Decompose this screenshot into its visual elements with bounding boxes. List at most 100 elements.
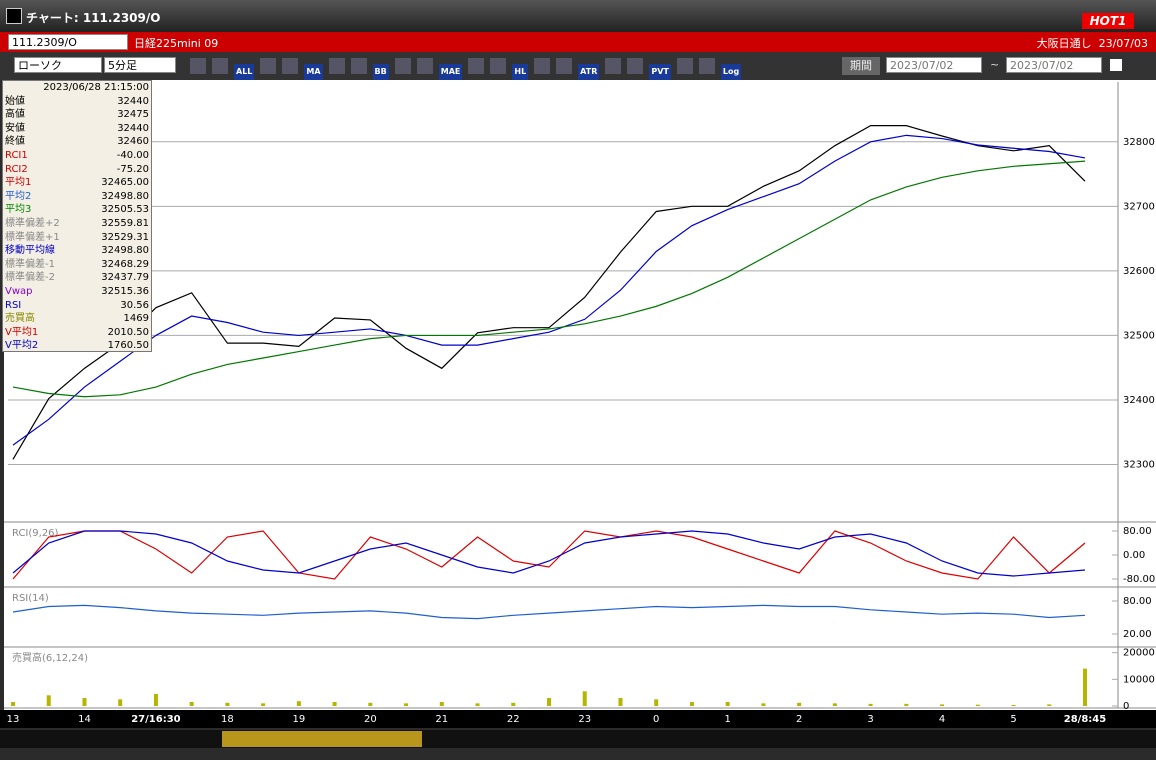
y-tick-label: 80.00 [1123, 596, 1152, 607]
volume-bar [475, 703, 480, 706]
info-value: 32498.80 [101, 190, 149, 202]
y-tick-label: -80.00 [1123, 574, 1155, 585]
chart-type-select[interactable]: ローソク [14, 57, 102, 73]
info-value: 32465.00 [101, 177, 149, 189]
volume-bar [511, 702, 516, 706]
volume-bar [118, 699, 123, 706]
icon-button[interactable] [394, 58, 411, 74]
icon-button[interactable] [328, 58, 345, 74]
icon-button[interactable] [212, 58, 228, 74]
tool-button[interactable]: HL [512, 64, 529, 80]
y-tick-label: 80.00 [1123, 526, 1152, 537]
volume-bar [439, 702, 444, 706]
icon-button[interactable] [534, 58, 551, 74]
checkbox[interactable] [1110, 59, 1122, 71]
info-value: 1760.50 [107, 340, 149, 352]
icon-button[interactable] [350, 58, 367, 74]
x-tick-label: 28/8:45 [1064, 714, 1106, 725]
info-label: 始値 [5, 95, 25, 107]
y-tick-label: 20000 [1123, 648, 1155, 659]
volume-bar [46, 695, 51, 706]
x-axis-strip [0, 710, 1156, 728]
info-label: 平均1 [5, 177, 32, 189]
to-date[interactable]: 2023/07/02 [1006, 57, 1102, 73]
session-info: 大阪日通し 23/07/03 [1036, 37, 1148, 50]
info-label: 安値 [5, 122, 25, 134]
y-tick-label: 20.00 [1123, 629, 1152, 640]
volume-bar [725, 702, 730, 706]
x-tick-label: 22 [507, 714, 520, 725]
x-tick-label: 14 [78, 714, 91, 725]
volume-bar [797, 702, 802, 706]
icon-button[interactable] [190, 58, 206, 74]
icon-button[interactable] [698, 58, 715, 74]
volume-bar [761, 703, 766, 706]
x-tick-label: 5 [1010, 714, 1016, 725]
icon-button[interactable] [416, 58, 433, 74]
info-label: 移動平均線 [5, 245, 55, 257]
volume-bar [582, 691, 587, 706]
y-tick-label: 0 [1123, 701, 1129, 712]
interval-select[interactable]: 5分足 [104, 57, 176, 73]
hot-badge[interactable]: HOT1 [1082, 13, 1134, 29]
tool-button[interactable]: BB [372, 64, 389, 80]
series-line [12, 134, 1086, 446]
info-row: 平均2 32498.80 [5, 190, 149, 204]
volume-bar [940, 704, 945, 706]
info-row: 標準偏差-1 32468.29 [5, 258, 149, 272]
info-row: 平均3 32505.53 [5, 203, 149, 217]
scroll-thumb[interactable] [222, 731, 422, 747]
volume-bar [189, 702, 194, 706]
series-line [12, 604, 1086, 620]
info-label: 標準偏差+1 [5, 231, 60, 243]
info-row: 始値 32440 [5, 95, 149, 109]
tool-button[interactable]: MA [304, 64, 323, 80]
volume-bar [618, 698, 623, 706]
info-row: 標準偏差-2 32437.79 [5, 271, 149, 285]
y-tick-label: 10000 [1123, 674, 1155, 685]
volume-bar [225, 702, 230, 706]
icon-button[interactable] [490, 58, 507, 74]
info-row: 標準偏差+1 32529.31 [5, 231, 149, 245]
tool-button[interactable]: Log [720, 64, 742, 80]
volume-bar [404, 703, 409, 706]
from-date[interactable]: 2023/07/02 [886, 57, 982, 73]
tool-button[interactable]: PVT [649, 64, 671, 80]
info-label: 標準偏差-1 [5, 258, 55, 270]
x-tick-label: 20 [364, 714, 377, 725]
y-tick-label: 32700 [1123, 201, 1155, 212]
info-timestamp: 2023/06/28 21:15:00 [43, 82, 149, 93]
icon-button[interactable] [556, 58, 573, 74]
volume-bar [904, 703, 909, 706]
icon-button[interactable] [468, 58, 485, 74]
tool-button[interactable]: ALL [234, 64, 255, 80]
tool-button[interactable]: ATR [578, 64, 600, 80]
icon-button[interactable] [605, 58, 622, 74]
x-tick-label: 23 [578, 714, 591, 725]
volume-bar [868, 703, 873, 706]
scrollbar[interactable] [0, 730, 1156, 748]
tool-button[interactable]: MAE [438, 64, 463, 80]
info-label: 平均3 [5, 204, 32, 216]
x-tick-label: 13 [7, 714, 20, 725]
info-label: RCI1 [5, 149, 28, 161]
icon-button[interactable] [260, 58, 277, 74]
info-label: 終値 [5, 136, 25, 148]
series-line [12, 160, 1086, 398]
symbol-input[interactable]: 111.2309/O [8, 34, 128, 50]
x-tick-label: 3 [867, 714, 873, 725]
volume-bar [82, 698, 87, 706]
panel-title: RSI(14) [12, 593, 49, 604]
volume-bar [689, 702, 694, 706]
volume-bar [11, 702, 15, 706]
icon-button[interactable] [282, 58, 299, 74]
instrument-name: 日経225mini 09 [134, 37, 219, 50]
series-line [12, 530, 1086, 577]
info-row: RCI2 -75.20 [5, 163, 149, 177]
icon-button[interactable] [676, 58, 693, 74]
period-button[interactable]: 期間 [842, 57, 880, 75]
icon-button[interactable] [627, 58, 644, 74]
info-value: 32440 [117, 95, 149, 107]
